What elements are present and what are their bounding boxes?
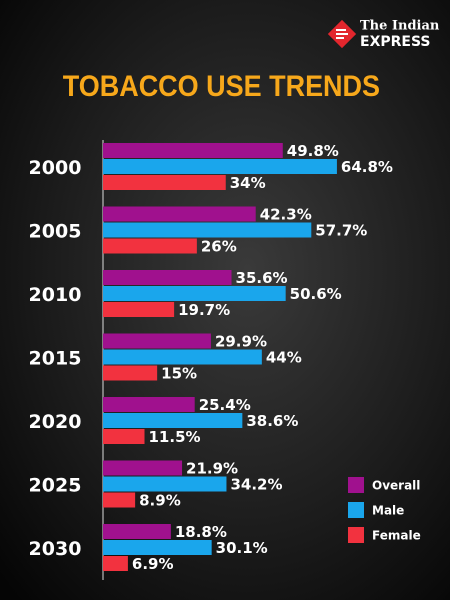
bar [103, 270, 232, 285]
bar [103, 540, 212, 555]
bar [103, 476, 227, 492]
bar [103, 365, 158, 381]
legend-swatch [348, 527, 364, 543]
category-label: 2010 [29, 284, 82, 306]
brand-line2: EXPRESS [360, 34, 431, 50]
value-label: 30.1% [216, 539, 268, 557]
category-label: 2025 [29, 475, 82, 497]
value-label: 50.6% [290, 285, 342, 303]
category-label: 2015 [29, 348, 82, 370]
category-label: 2000 [29, 157, 82, 179]
value-label: 38.6% [246, 412, 298, 430]
value-label: 15% [161, 365, 197, 383]
value-label: 42.3% [260, 206, 312, 224]
bar [103, 238, 197, 254]
value-label: 49.8% [287, 142, 339, 160]
chart-title: TOBACCO USE TRENDS [63, 70, 380, 104]
bar [103, 524, 171, 539]
bar [103, 556, 128, 571]
bar [103, 143, 283, 158]
bar [103, 413, 243, 428]
value-label: 64.8% [341, 158, 393, 176]
value-label: 8.9% [139, 492, 181, 510]
bar [103, 349, 262, 365]
value-label: 21.9% [186, 460, 238, 478]
value-label: 26% [201, 238, 237, 256]
category-label: 2005 [29, 221, 82, 243]
category-label: 2020 [29, 411, 82, 433]
bar [103, 333, 211, 349]
bar [103, 492, 136, 508]
logo: The Indian EXPRESS [327, 19, 440, 50]
legend-swatch [348, 502, 364, 518]
value-label: 29.9% [215, 333, 267, 351]
bar [103, 460, 183, 476]
value-label: 57.7% [315, 222, 367, 240]
value-label: 35.6% [236, 269, 288, 287]
category-label: 2030 [29, 538, 82, 560]
legend-swatch [348, 477, 364, 493]
bar [103, 206, 256, 222]
bar [103, 397, 195, 412]
value-label: 34.2% [230, 476, 282, 494]
value-label: 18.8% [175, 523, 227, 541]
bar [103, 302, 175, 317]
bar [103, 175, 226, 190]
bar [103, 286, 286, 301]
value-label: 11.5% [149, 428, 201, 446]
value-label: 25.4% [199, 396, 251, 414]
bar [103, 159, 337, 174]
logo-icon-lines [336, 29, 348, 39]
value-label: 44% [266, 349, 302, 367]
legend-label: Male [372, 504, 404, 518]
value-label: 6.9% [132, 555, 174, 573]
value-label: 19.7% [178, 301, 230, 319]
brand-line1: The Indian [360, 19, 440, 34]
value-label: 34% [230, 174, 266, 192]
bar [103, 429, 145, 444]
legend-label: Female [372, 529, 421, 543]
legend-label: Overall [372, 479, 420, 493]
bar [103, 222, 312, 238]
